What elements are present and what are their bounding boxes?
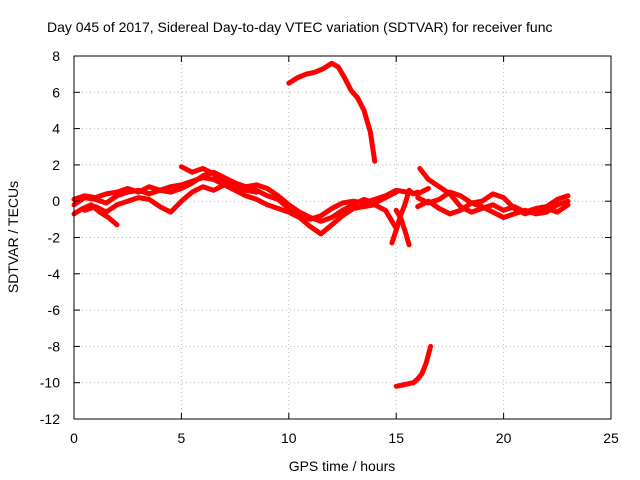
y-tick-label: 6	[52, 84, 60, 100]
series-line-sat-h	[393, 207, 412, 248]
y-tick-labels: 8 6 4 2 0 -2 -4 -6 -8 -10 -12	[40, 48, 60, 427]
x-tick-label: 5	[178, 430, 186, 446]
grid	[74, 56, 611, 419]
ticks	[73, 55, 612, 420]
x-tick-label: 25	[603, 430, 619, 446]
y-tick-label: 8	[52, 48, 60, 64]
series-line-sat-f	[286, 60, 378, 164]
y-tick-label: -10	[40, 375, 60, 391]
x-tick-label: 20	[496, 430, 512, 446]
series-line-sat-j	[417, 166, 571, 215]
x-tick-label: 15	[388, 430, 404, 446]
y-tick-label: 4	[52, 121, 60, 137]
series-line-sat-i	[393, 343, 434, 389]
y-tick-label: -4	[48, 266, 61, 282]
x-tick-label: 0	[70, 430, 78, 446]
y-tick-label: -8	[48, 338, 61, 354]
x-axis-label: GPS time / hours	[289, 458, 396, 474]
x-tick-labels: 0 5 10 15 20 25	[70, 430, 619, 446]
series-line-sat-b	[71, 169, 399, 224]
y-tick-label: -2	[48, 230, 61, 246]
y-tick-label: -6	[48, 302, 61, 318]
y-tick-label: 2	[52, 157, 60, 173]
series-line-sat-d	[71, 202, 120, 228]
series-line-sat-k	[415, 189, 571, 217]
series-line-sat-c	[82, 182, 399, 237]
series-line-sat-e	[178, 164, 260, 195]
y-tick-label: -12	[40, 411, 60, 427]
y-tick-label: 0	[52, 193, 60, 209]
series-line-sat-g	[389, 187, 421, 246]
chart-title: Day 045 of 2017, Sidereal Day-to-day VTE…	[47, 19, 553, 35]
series-line-sat-l	[415, 198, 571, 220]
x-tick-label: 10	[281, 430, 297, 446]
y-axis-label: SDTVAR / TECUs	[5, 181, 21, 293]
data-series	[71, 60, 571, 389]
